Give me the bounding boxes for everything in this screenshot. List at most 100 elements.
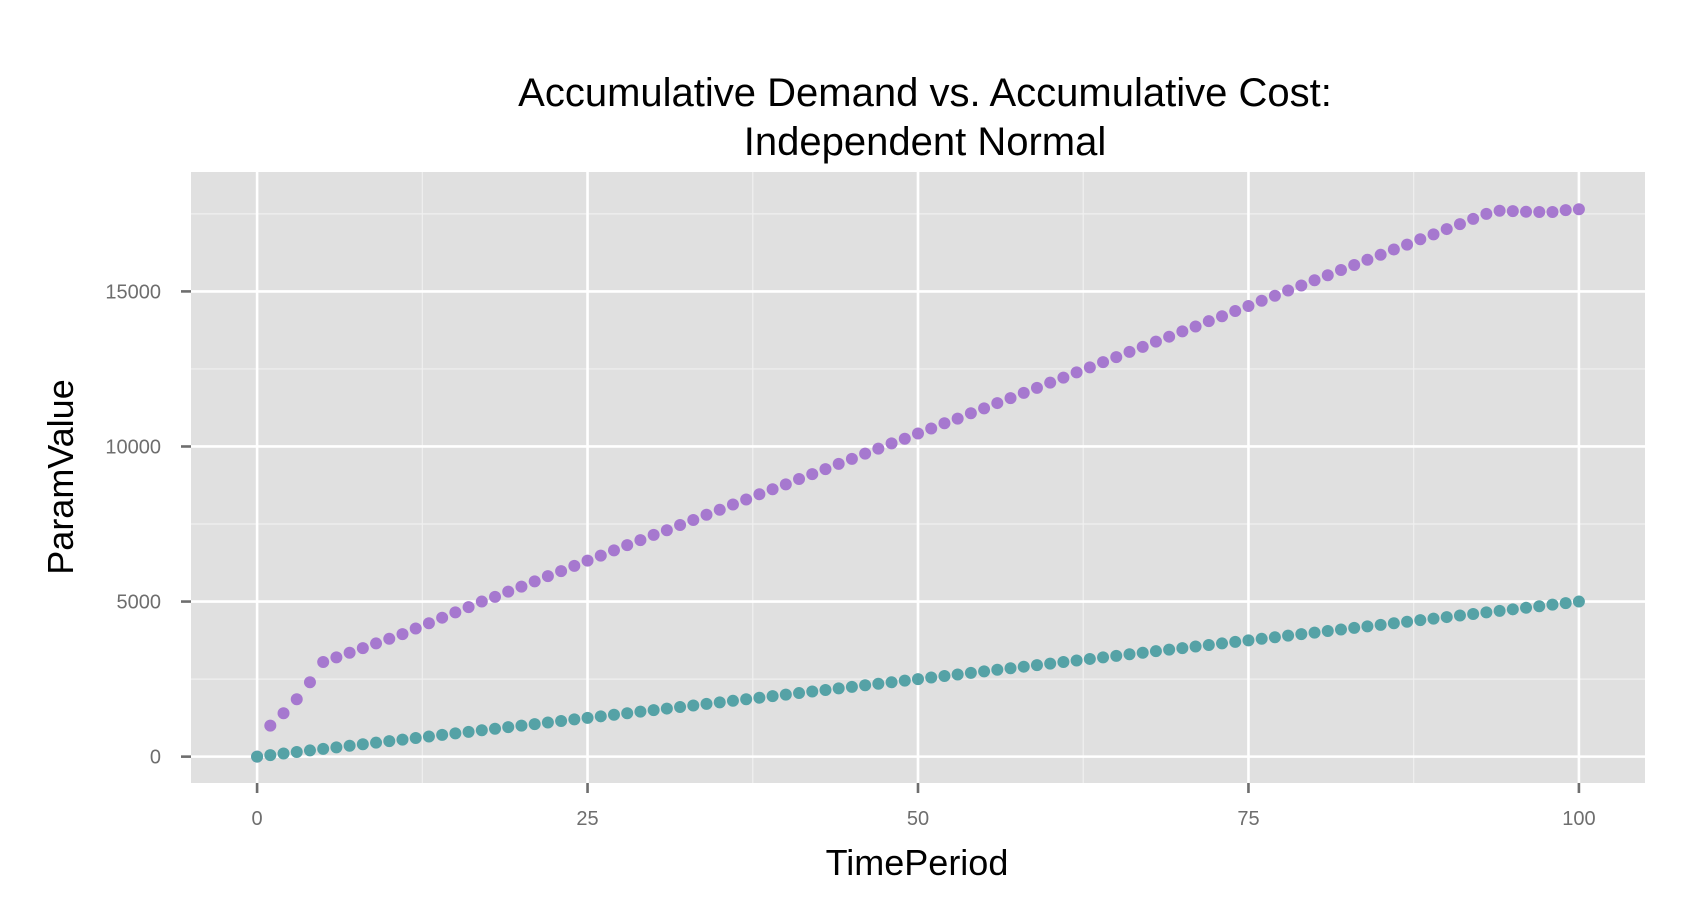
- data-points: [251, 203, 1585, 763]
- data-point-series-1: [713, 503, 726, 516]
- data-point-series-2: [1361, 620, 1374, 633]
- data-point-series-2: [726, 694, 739, 707]
- data-point-series-1: [726, 498, 739, 511]
- data-point-series-2: [422, 730, 435, 743]
- data-point-series-1: [1229, 304, 1242, 317]
- data-point-series-2: [436, 728, 449, 741]
- data-point-series-2: [1533, 600, 1546, 613]
- x-tick-label: 0: [252, 808, 263, 830]
- data-point-series-2: [872, 677, 885, 690]
- x-axis-title: TimePeriod: [826, 842, 1009, 883]
- data-point-series-2: [1268, 631, 1281, 644]
- y-tick-label: 15000: [105, 281, 161, 303]
- data-point-series-1: [845, 452, 858, 465]
- data-point-series-2: [1216, 637, 1229, 650]
- data-point-series-2: [370, 736, 383, 749]
- data-point-series-1: [1559, 204, 1572, 217]
- data-point-series-2: [885, 676, 898, 689]
- data-point-series-1: [1348, 259, 1361, 272]
- data-point-series-1: [290, 693, 303, 706]
- data-point-series-2: [515, 719, 528, 732]
- data-point-series-2: [621, 707, 634, 720]
- data-point-series-1: [1374, 248, 1387, 261]
- data-point-series-2: [594, 710, 607, 723]
- data-point-series-2: [251, 750, 264, 763]
- data-point-series-1: [409, 622, 422, 635]
- data-point-series-2: [938, 669, 951, 682]
- data-point-series-1: [634, 534, 647, 547]
- data-point-series-2: [779, 688, 792, 701]
- data-point-series-1: [700, 508, 713, 521]
- axis-ticks: [181, 290, 1581, 793]
- data-point-series-2: [1189, 640, 1202, 653]
- x-tick-label: 50: [907, 808, 929, 830]
- data-point-series-2: [806, 685, 819, 698]
- data-point-series-1: [1149, 335, 1162, 348]
- data-point-series-2: [1572, 595, 1585, 608]
- data-point-series-1: [475, 595, 488, 608]
- data-point-series-1: [1401, 238, 1414, 251]
- data-point-series-1: [370, 637, 383, 650]
- data-point-series-1: [1242, 299, 1255, 312]
- data-point-series-2: [964, 666, 977, 679]
- data-point-series-2: [264, 749, 277, 762]
- data-point-series-1: [541, 570, 554, 583]
- data-point-series-2: [317, 742, 330, 755]
- data-point-series-2: [1559, 597, 1572, 610]
- data-point-series-1: [1216, 310, 1229, 323]
- data-point-series-2: [1308, 626, 1321, 639]
- data-point-series-2: [898, 674, 911, 687]
- y-tick-label: 5000: [117, 592, 162, 614]
- data-point-series-1: [594, 549, 607, 562]
- data-point-series-2: [1149, 645, 1162, 658]
- data-point-series-1: [674, 518, 687, 531]
- x-tick-label: 100: [1562, 808, 1595, 830]
- data-point-series-1: [1308, 274, 1321, 287]
- data-point-series-2: [581, 711, 594, 724]
- data-point-series-1: [607, 544, 620, 557]
- data-point-series-2: [1506, 603, 1519, 616]
- data-point-series-1: [1097, 356, 1110, 369]
- data-point-series-1: [1136, 340, 1149, 353]
- data-point-series-1: [264, 719, 277, 732]
- data-point-series-1: [1493, 204, 1506, 217]
- data-point-series-1: [1480, 207, 1493, 220]
- data-point-series-2: [978, 665, 991, 678]
- data-point-series-2: [1123, 648, 1136, 661]
- data-point-series-1: [1163, 330, 1176, 343]
- data-point-series-1: [489, 590, 502, 603]
- data-point-series-2: [1453, 609, 1466, 622]
- data-point-series-2: [753, 691, 766, 704]
- data-point-series-1: [819, 463, 832, 476]
- data-point-series-2: [1493, 604, 1506, 617]
- data-point-series-2: [1097, 651, 1110, 664]
- data-point-series-2: [1136, 646, 1149, 659]
- data-point-series-1: [1123, 345, 1136, 358]
- data-point-series-2: [449, 727, 462, 740]
- data-point-series-2: [1083, 652, 1096, 665]
- data-point-series-1: [356, 642, 369, 655]
- data-point-series-1: [912, 427, 924, 440]
- data-point-series-2: [1387, 617, 1400, 630]
- data-point-series-2: [1427, 612, 1440, 625]
- data-point-series-2: [1414, 614, 1427, 627]
- data-point-series-1: [462, 601, 475, 614]
- data-point-series-2: [489, 722, 502, 735]
- data-point-series-1: [396, 628, 409, 641]
- data-point-series-2: [819, 683, 832, 696]
- data-point-series-1: [528, 575, 541, 588]
- data-point-series-2: [1057, 656, 1070, 669]
- y-tick-label: 10000: [105, 436, 161, 458]
- data-point-series-2: [555, 714, 568, 727]
- data-point-series-2: [845, 680, 858, 693]
- data-point-series-2: [1030, 659, 1043, 672]
- data-point-series-1: [1030, 381, 1043, 394]
- data-point-series-1: [1321, 269, 1334, 282]
- data-point-series-2: [1229, 635, 1242, 648]
- data-point-series-2: [832, 682, 845, 695]
- data-point-series-1: [1520, 205, 1533, 218]
- data-point-series-1: [1004, 392, 1017, 405]
- data-point-series-1: [647, 528, 660, 541]
- data-point-series-1: [832, 457, 845, 470]
